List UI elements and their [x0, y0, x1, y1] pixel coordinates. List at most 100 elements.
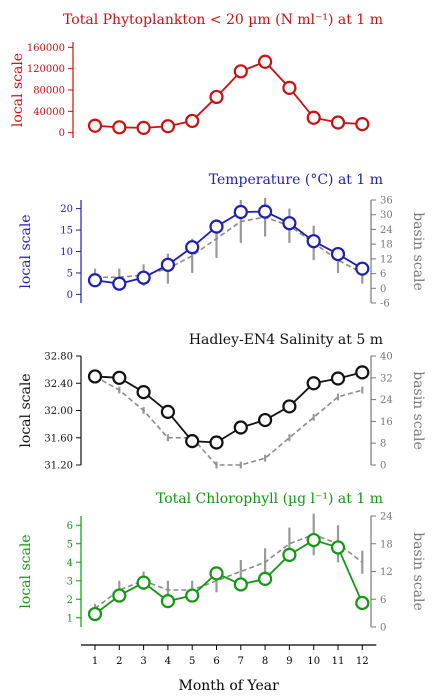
x-tick-label: 3 [140, 656, 146, 667]
left-tick-label: 15 [60, 226, 73, 237]
right-tick-label: 6 [380, 269, 386, 280]
right-tick-label: 40 [380, 352, 393, 363]
left-axis-label: local scale [18, 373, 34, 447]
x-tick-label: 7 [238, 656, 244, 667]
local-point [136, 385, 151, 400]
local-point [282, 80, 297, 95]
panel-title: Temperature (°C) at 1 m [209, 172, 383, 188]
left-axis-label: local scale [18, 534, 34, 608]
right-tick-label: 24 [380, 225, 393, 236]
local-point [330, 540, 346, 555]
right-tick-label: 0 [380, 461, 386, 472]
right-axis-label: basin scale [410, 212, 426, 291]
local-point [282, 216, 297, 231]
left-tick-label: 32.40 [44, 379, 73, 390]
left-tick-label: 1 [67, 613, 73, 624]
basin-median-line [94, 533, 363, 610]
local-point [160, 593, 175, 609]
right-tick-label: 36 [380, 196, 393, 207]
right-tick-label: 12 [380, 254, 393, 265]
left-tick-label: 40000 [33, 107, 65, 118]
local-point [112, 120, 127, 135]
panel-2: Temperature (°C) at 1 m 0 5 10 15 20 local sca… [18, 172, 426, 310]
right-tick-label: 30 [380, 210, 393, 221]
left-tick-label: 0 [59, 128, 65, 139]
right-tick-label: 24 [380, 512, 393, 523]
local-point [233, 577, 248, 592]
left-tick-label: 20 [60, 204, 73, 215]
local-point [258, 571, 273, 587]
right-tick-label: 24 [380, 395, 393, 406]
panel-title: Total Phytoplankton < 20 µm (N ml⁻¹) at … [63, 12, 383, 28]
local-point [160, 119, 175, 134]
local-point [282, 547, 297, 562]
local-point [185, 113, 200, 129]
local-point [282, 399, 297, 414]
local-point [306, 234, 321, 249]
right-tick-label: 18 [380, 240, 393, 251]
right-tick-label: 16 [380, 417, 393, 428]
local-point [306, 376, 321, 391]
right-tick-label: 32 [380, 373, 393, 384]
local-series-line [94, 210, 363, 285]
local-series-line [94, 60, 363, 129]
local-point [87, 273, 103, 288]
local-point [233, 204, 248, 220]
local-point [306, 532, 321, 548]
local-point [330, 115, 346, 130]
right-tick-label: -6 [380, 299, 390, 310]
local-point [209, 435, 224, 450]
left-tick-label: 4 [67, 558, 73, 569]
x-tick-label: 1 [92, 656, 98, 667]
left-tick-label: 80000 [33, 86, 65, 97]
panel-1: Total Phytoplankton < 20 µm (N ml⁻¹) at … [10, 12, 383, 139]
right-tick-label: 0 [380, 284, 386, 295]
left-tick-label: 31.20 [44, 461, 73, 472]
local-point [355, 365, 370, 380]
left-tick-label: 6 [67, 521, 73, 532]
local-point [355, 117, 370, 132]
right-tick-label: 6 [380, 595, 386, 606]
basin-median-line [94, 375, 363, 466]
local-point [160, 404, 175, 419]
local-point [258, 412, 273, 428]
local-point [355, 261, 370, 276]
x-tick-label: 10 [307, 656, 320, 667]
left-tick-label: 5 [67, 268, 73, 279]
local-point [185, 588, 200, 603]
local-point [136, 120, 151, 135]
local-point [330, 246, 346, 262]
left-tick-label: 10 [60, 247, 73, 258]
local-point [87, 118, 103, 133]
local-point [112, 276, 127, 291]
left-tick-label: 0 [67, 290, 73, 301]
x-tick-label: 5 [189, 656, 195, 667]
basin-median-line [95, 216, 363, 279]
left-tick-label: 160000 [27, 43, 65, 54]
left-tick-label: 32.00 [44, 406, 73, 417]
right-tick-label: 8 [380, 439, 386, 450]
local-series-line [94, 539, 364, 615]
x-axis-label: Month of Year [179, 678, 280, 694]
local-series-line [94, 371, 363, 444]
local-point [258, 204, 273, 219]
local-point [87, 606, 103, 622]
left-tick-label: 32.80 [44, 352, 73, 363]
left-tick-label: 31.60 [44, 433, 73, 444]
local-point [330, 371, 346, 386]
left-tick-label: 2 [67, 595, 73, 606]
x-tick-label: 8 [262, 656, 268, 667]
x-tick-label: 9 [286, 656, 292, 667]
right-tick-label: 18 [380, 539, 393, 550]
local-point [355, 595, 370, 611]
local-point [185, 434, 200, 449]
local-point [112, 588, 127, 603]
x-tick-label: 12 [356, 656, 369, 667]
left-tick-label: 3 [67, 576, 73, 587]
local-point [87, 369, 103, 384]
x-tick-label: 11 [332, 656, 345, 667]
x-tick-label: 6 [213, 656, 219, 667]
panel-4: Total Chlorophyll (µg l⁻¹) at 1 m123456l… [18, 491, 426, 634]
local-point [160, 257, 175, 272]
